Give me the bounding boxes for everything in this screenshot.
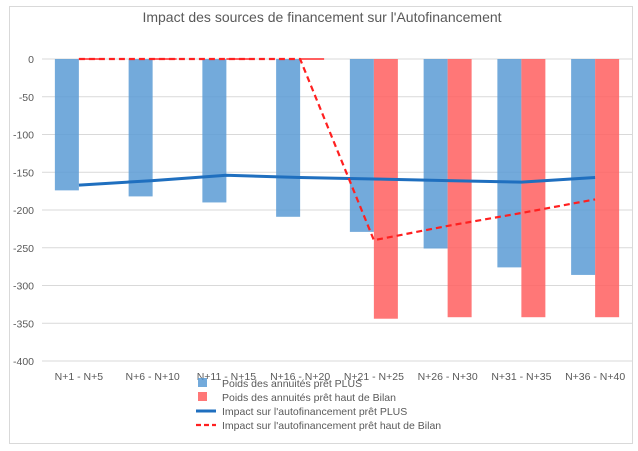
bar-plus-5 <box>423 59 448 249</box>
series-lines <box>78 57 596 242</box>
bar-haut-bilan-7 <box>595 59 620 318</box>
x-tick-label: N+31 - N+35 <box>491 371 551 383</box>
bar-haut-bilan-6 <box>521 59 546 318</box>
x-axis: N+1 - N+5 N+6 - N+10 N+11 - N+15 N+16 - N+2… <box>55 371 626 383</box>
bar-haut-bilan-4 <box>373 59 398 319</box>
line-impact-haut-bilan <box>78 57 596 242</box>
y-tick-label: -350 <box>13 318 34 330</box>
legend-label: Poids des annuités prêt PLUS <box>222 378 362 390</box>
y-tick-label: -150 <box>13 167 34 179</box>
legend: Poids des annuités prêt PLUS Poids des an… <box>196 378 441 432</box>
y-tick-label: -200 <box>13 205 34 217</box>
x-tick-label: N+6 - N+10 <box>125 371 179 383</box>
x-tick-label: N+16 - N+20 <box>270 371 330 383</box>
y-tick-label: -400 <box>13 356 34 368</box>
x-tick-label: N+1 - N+5 <box>55 371 104 383</box>
bar-plus-0 <box>54 59 79 191</box>
y-tick-label: -50 <box>19 92 34 104</box>
x-tick-label: N+21 - N+25 <box>344 371 404 383</box>
bar-plus-1 <box>128 59 153 197</box>
bar-haut-bilan-zero-3 <box>300 58 325 60</box>
y-axis: 0 -50 -100 -150 -200 -250 -300 -350 -400 <box>13 54 34 368</box>
legend-swatch-1 <box>198 392 207 401</box>
chart-title: Impact des sources de financement sur l'… <box>142 9 501 25</box>
legend-label: Impact sur l'autofinancement prêt PLUS <box>222 406 407 418</box>
legend-swatch-0 <box>198 378 207 387</box>
x-tick-label: N+36 - N+40 <box>565 371 625 383</box>
bar-plus-3 <box>276 59 301 217</box>
bar-haut-bilan-zero-2 <box>226 58 251 60</box>
bars <box>54 58 620 319</box>
legend-label: Impact sur l'autofinancement prêt haut d… <box>222 420 441 432</box>
y-tick-label: -250 <box>13 243 34 255</box>
legend-label: Poids des annuités prêt haut de Bilan <box>222 392 396 404</box>
bar-plus-7 <box>571 59 596 275</box>
bar-plus-6 <box>497 59 522 268</box>
y-tick-label: -100 <box>13 130 34 142</box>
x-tick-label: N+26 - N+30 <box>418 371 478 383</box>
y-tick-label: 0 <box>28 54 34 66</box>
line-impact-plus <box>78 173 596 187</box>
x-tick-label: N+11 - N+15 <box>197 371 256 383</box>
bar-plus-2 <box>202 59 227 203</box>
y-tick-label: -300 <box>13 281 34 293</box>
bar-haut-bilan-5 <box>447 59 472 318</box>
bar-plus-4 <box>349 59 374 232</box>
